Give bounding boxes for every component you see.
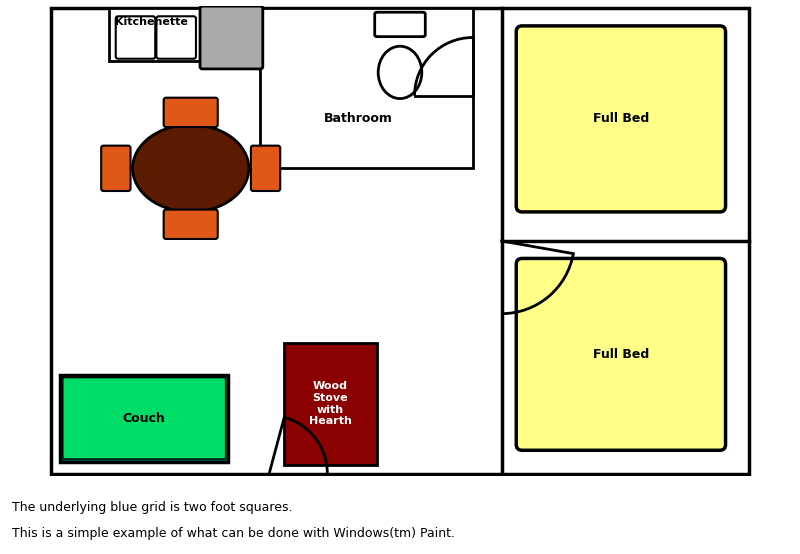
FancyBboxPatch shape xyxy=(516,258,726,450)
Text: Bathroom: Bathroom xyxy=(323,112,392,125)
FancyBboxPatch shape xyxy=(116,16,155,59)
Ellipse shape xyxy=(378,46,422,99)
Text: Wood
Stove
with
Hearth: Wood Stove with Hearth xyxy=(309,381,352,426)
Text: This is a simple example of what can be done with Windows(tm) Paint.: This is a simple example of what can be … xyxy=(12,527,455,540)
Ellipse shape xyxy=(133,125,249,212)
FancyBboxPatch shape xyxy=(516,26,726,212)
FancyBboxPatch shape xyxy=(374,12,426,37)
Bar xyxy=(110,8,269,61)
Text: The underlying blue grid is two foot squares.: The underlying blue grid is two foot squ… xyxy=(12,501,293,514)
Bar xyxy=(261,8,473,168)
Bar xyxy=(284,343,377,465)
FancyBboxPatch shape xyxy=(101,146,130,191)
Bar xyxy=(60,375,229,462)
Text: Kitchenette: Kitchenette xyxy=(115,17,188,27)
Text: Full Bed: Full Bed xyxy=(593,348,649,361)
FancyBboxPatch shape xyxy=(63,378,226,459)
FancyBboxPatch shape xyxy=(164,209,218,239)
Text: Couch: Couch xyxy=(123,412,166,425)
FancyBboxPatch shape xyxy=(157,16,196,59)
FancyBboxPatch shape xyxy=(164,98,218,127)
FancyBboxPatch shape xyxy=(251,146,280,191)
FancyBboxPatch shape xyxy=(200,6,262,69)
Text: Full Bed: Full Bed xyxy=(593,112,649,125)
